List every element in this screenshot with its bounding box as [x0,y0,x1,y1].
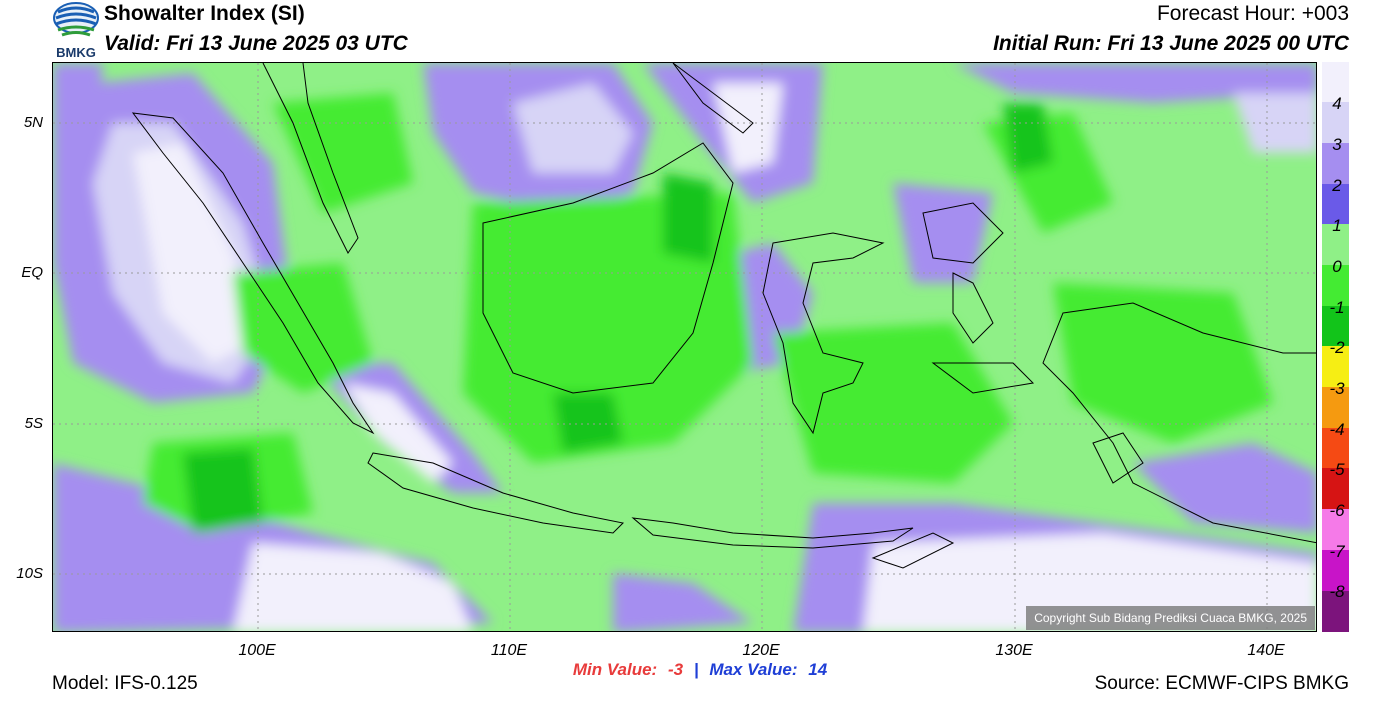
colorbar-segment [1322,102,1349,143]
map-title: Showalter Index (SI) [104,2,305,25]
max-value-label: Max Value: [709,660,798,679]
min-value-label: Min Value: [572,660,658,679]
colorbar-segment [1322,62,1349,102]
colorbar-segment [1322,550,1349,591]
min-value: -3 [667,660,684,679]
colorbar-segment [1322,224,1349,265]
initial-run: Initial Run: Fri 13 June 2025 00 UTC [993,32,1349,55]
colorbar-label: 3 [1332,135,1342,154]
colorbar-segment [1322,387,1349,428]
colorbar-segment [1322,265,1349,306]
colorbar-segment [1322,346,1349,387]
logo-text: BMKG [56,45,96,60]
colorbar-segment [1322,468,1349,509]
lat-label-eq: EQ [21,264,43,281]
copyright-notice: Copyright Sub Bidang Prediksi Cuaca BMKG… [1026,606,1315,630]
colorbar [1322,62,1349,632]
colorbar-label: 4 [1332,94,1342,113]
min-max-values: Min Value: -3 | Max Value: 14 [0,660,1400,680]
colorbar-label: 0 [1332,257,1342,276]
forecast-hour: Forecast Hour: +003 [1156,2,1349,25]
colorbar-segment [1322,509,1349,550]
colorbar-label: -2 [1329,338,1345,357]
lon-label-100e: 100E [238,642,276,659]
bmkg-logo: BMKG [52,2,100,60]
lon-label-110e: 110E [490,642,528,659]
source-label: Source: ECMWF-CIPS BMKG [1094,673,1349,694]
lat-label-10s: 10S [16,565,43,582]
si-field-svg [53,63,1316,631]
lon-label-120e: 120E [742,642,780,659]
lon-label-130e: 130E [995,642,1033,659]
coastlines [131,63,1316,569]
colorbar-label: 2 [1332,176,1342,195]
lat-label-5n: 5N [23,114,43,131]
min-max-separator: | [693,660,699,679]
colorbar-segment [1322,428,1349,468]
model-label: Model: IFS-0.125 [52,673,198,694]
colorbar-label: -6 [1329,501,1345,520]
colorbar-label: -8 [1329,582,1345,601]
colorbar-label: -4 [1329,420,1345,439]
lat-label-5s: 5S [24,415,43,432]
colorbar-label: -5 [1329,460,1345,479]
colorbar-segment [1322,184,1349,224]
colorbar-label: -3 [1329,379,1345,398]
max-value: 14 [808,660,828,679]
grid-lines [53,63,1316,631]
colorbar-label: 1 [1332,216,1342,235]
colorbar-label: -7 [1329,542,1345,561]
colorbar-segment [1322,143,1349,184]
lon-label-140e: 140E [1247,642,1285,659]
valid-time: Valid: Fri 13 June 2025 03 UTC [104,32,408,55]
colorbar-label: -1 [1329,298,1345,317]
colorbar-segment [1322,306,1349,346]
colorbar-segment [1322,591,1349,632]
map-panel[interactable]: Copyright Sub Bidang Prediksi Cuaca BMKG… [52,62,1317,632]
